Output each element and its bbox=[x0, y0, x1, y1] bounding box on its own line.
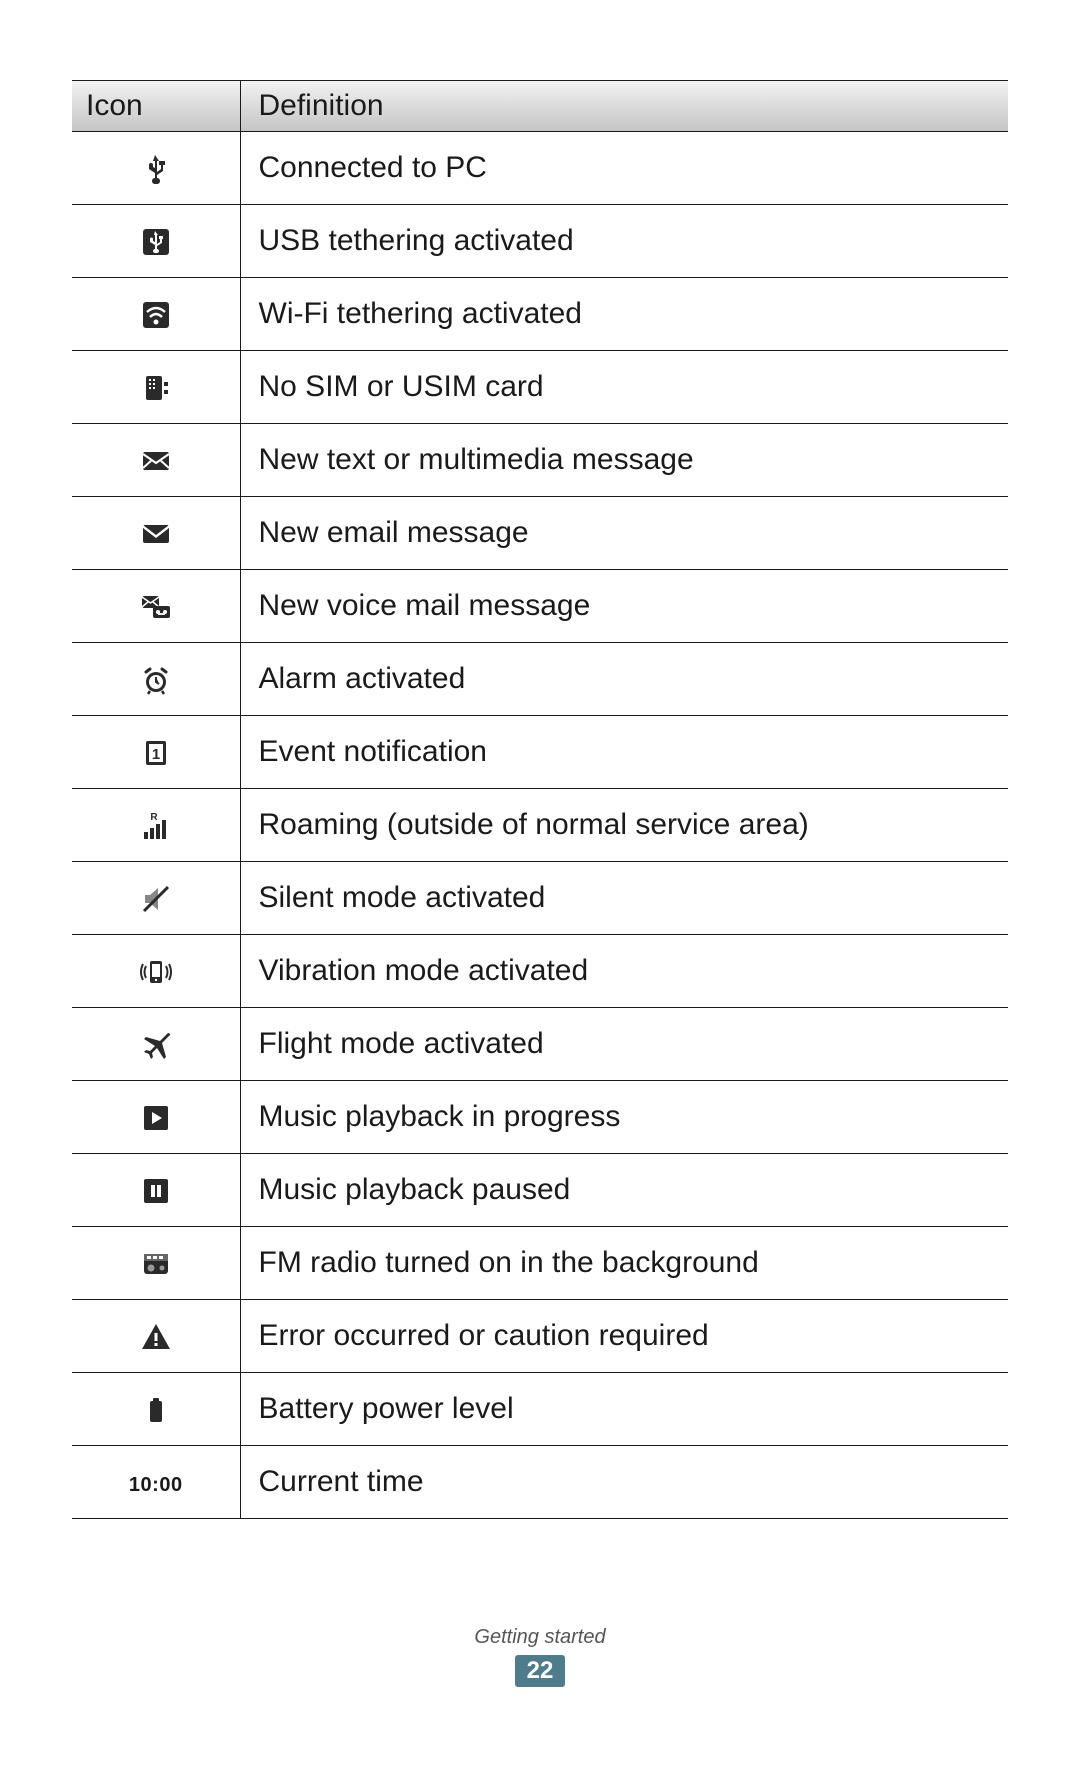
definition-cell: Vibration mode activated bbox=[240, 935, 1008, 1008]
table-row: Silent mode activated bbox=[72, 862, 1008, 935]
usb-tether-icon bbox=[140, 226, 172, 258]
table-row: Music playback in progress bbox=[72, 1081, 1008, 1154]
header-definition: Definition bbox=[240, 81, 1008, 132]
play-icon bbox=[72, 1081, 240, 1154]
page-number: 22 bbox=[515, 1655, 566, 1687]
table-row: Connected to PC bbox=[72, 132, 1008, 205]
table-row: Flight mode activated bbox=[72, 1008, 1008, 1081]
battery-icon bbox=[140, 1394, 172, 1426]
table-row: Alarm activated bbox=[72, 643, 1008, 716]
table-row: Wi-Fi tethering activated bbox=[72, 278, 1008, 351]
page-footer: Getting started 22 bbox=[0, 1626, 1080, 1687]
definition-cell: FM radio turned on in the background bbox=[240, 1227, 1008, 1300]
table-row: Roaming (outside of normal service area) bbox=[72, 789, 1008, 862]
definition-cell: New voice mail message bbox=[240, 570, 1008, 643]
usb-icon bbox=[140, 153, 172, 185]
definition-cell: Silent mode activated bbox=[240, 862, 1008, 935]
table-row: 10:00 Current time bbox=[72, 1446, 1008, 1519]
time-icon: 10:00 bbox=[129, 1474, 183, 1496]
warning-icon bbox=[140, 1321, 172, 1353]
new-email-icon bbox=[140, 518, 172, 550]
alarm-icon bbox=[140, 664, 172, 696]
radio-icon bbox=[72, 1227, 240, 1300]
new-message-icon bbox=[140, 445, 172, 477]
icon-definition-table: Icon Definition Connected to PCUSB tethe… bbox=[72, 80, 1008, 1519]
table-row: Event notification bbox=[72, 716, 1008, 789]
pause-icon bbox=[72, 1154, 240, 1227]
event-icon bbox=[140, 737, 172, 769]
definition-cell: Roaming (outside of normal service area) bbox=[240, 789, 1008, 862]
table-row: FM radio turned on in the background bbox=[72, 1227, 1008, 1300]
wifi-tether-icon bbox=[72, 278, 240, 351]
definition-cell: Error occurred or caution required bbox=[240, 1300, 1008, 1373]
definition-cell: USB tethering activated bbox=[240, 205, 1008, 278]
flight-icon bbox=[140, 1029, 172, 1061]
definition-cell: New text or multimedia message bbox=[240, 424, 1008, 497]
new-message-icon bbox=[72, 424, 240, 497]
new-email-icon bbox=[72, 497, 240, 570]
table-row: No SIM or USIM card bbox=[72, 351, 1008, 424]
battery-icon bbox=[72, 1373, 240, 1446]
table-row: New email message bbox=[72, 497, 1008, 570]
no-sim-icon bbox=[72, 351, 240, 424]
table-row: New text or multimedia message bbox=[72, 424, 1008, 497]
table-row: Music playback paused bbox=[72, 1154, 1008, 1227]
definition-cell: Alarm activated bbox=[240, 643, 1008, 716]
table-header-row: Icon Definition bbox=[72, 81, 1008, 132]
definition-cell: Event notification bbox=[240, 716, 1008, 789]
no-sim-icon bbox=[140, 372, 172, 404]
definition-cell: Music playback paused bbox=[240, 1154, 1008, 1227]
section-title: Getting started bbox=[0, 1626, 1080, 1649]
roaming-icon bbox=[72, 789, 240, 862]
voicemail-icon bbox=[72, 570, 240, 643]
wifi-tether-icon bbox=[140, 299, 172, 331]
definition-cell: Battery power level bbox=[240, 1373, 1008, 1446]
pause-icon bbox=[140, 1175, 172, 1207]
flight-icon bbox=[72, 1008, 240, 1081]
voicemail-icon bbox=[140, 591, 172, 623]
definition-cell: Flight mode activated bbox=[240, 1008, 1008, 1081]
radio-icon bbox=[140, 1248, 172, 1280]
usb-icon bbox=[72, 132, 240, 205]
table-row: USB tethering activated bbox=[72, 205, 1008, 278]
definition-cell: Music playback in progress bbox=[240, 1081, 1008, 1154]
event-icon bbox=[72, 716, 240, 789]
silent-icon bbox=[72, 862, 240, 935]
definition-cell: New email message bbox=[240, 497, 1008, 570]
roaming-icon bbox=[140, 810, 172, 842]
definition-cell: Connected to PC bbox=[240, 132, 1008, 205]
definition-cell: Current time bbox=[240, 1446, 1008, 1519]
definition-cell: Wi-Fi tethering activated bbox=[240, 278, 1008, 351]
time-icon: 10:00 bbox=[72, 1446, 240, 1519]
usb-tether-icon bbox=[72, 205, 240, 278]
table-row: Vibration mode activated bbox=[72, 935, 1008, 1008]
alarm-icon bbox=[72, 643, 240, 716]
table-row: New voice mail message bbox=[72, 570, 1008, 643]
vibration-icon bbox=[140, 956, 172, 988]
table-row: Error occurred or caution required bbox=[72, 1300, 1008, 1373]
warning-icon bbox=[72, 1300, 240, 1373]
manual-page: Icon Definition Connected to PCUSB tethe… bbox=[0, 0, 1080, 1771]
play-icon bbox=[140, 1102, 172, 1134]
silent-icon bbox=[140, 883, 172, 915]
vibration-icon bbox=[72, 935, 240, 1008]
definition-cell: No SIM or USIM card bbox=[240, 351, 1008, 424]
header-icon: Icon bbox=[72, 81, 240, 132]
table-row: Battery power level bbox=[72, 1373, 1008, 1446]
